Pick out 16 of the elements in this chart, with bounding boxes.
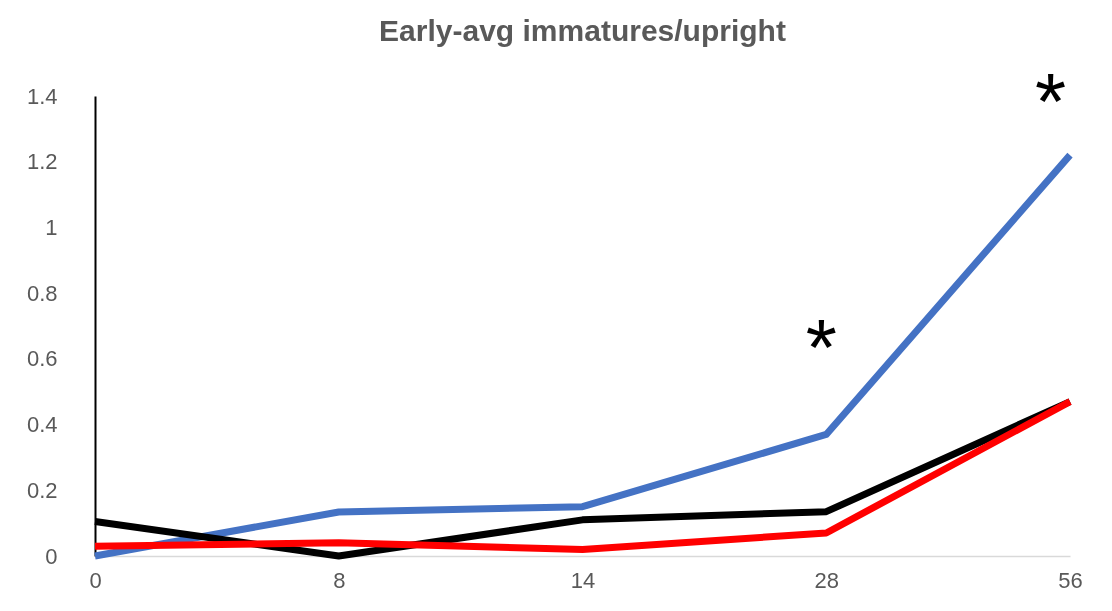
y-tick-label: 0 bbox=[45, 543, 58, 569]
x-tick-label: 56 bbox=[1058, 567, 1083, 593]
y-tick-label: 0.8 bbox=[26, 280, 58, 306]
y-tick-label: 1 bbox=[45, 214, 58, 240]
y-tick-label: 1.2 bbox=[26, 149, 58, 175]
chart-title: Early-avg immatures/upright bbox=[379, 13, 786, 47]
x-tick-label: 8 bbox=[333, 567, 346, 593]
x-tick-label: 0 bbox=[89, 567, 102, 593]
annotation: * bbox=[1034, 56, 1067, 146]
y-tick-label: 0.4 bbox=[26, 412, 58, 438]
y-tick-label: 0.2 bbox=[26, 477, 58, 503]
x-tick-label: 28 bbox=[814, 567, 839, 593]
x-tick-label: 14 bbox=[570, 567, 596, 593]
y-tick-label: 0.6 bbox=[26, 346, 58, 372]
y-tick-label: 1.4 bbox=[26, 83, 58, 109]
annotation: * bbox=[805, 303, 837, 392]
